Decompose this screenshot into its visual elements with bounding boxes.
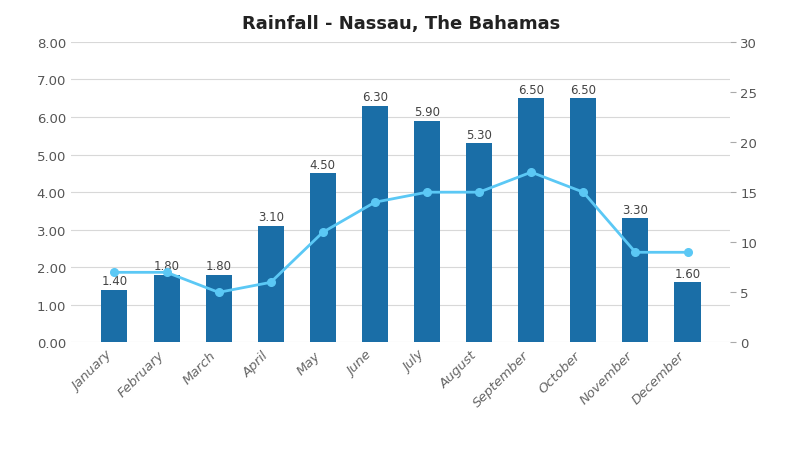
Text: 5.30: 5.30 [466,129,492,141]
Text: 1.80: 1.80 [206,259,232,273]
Text: 6.50: 6.50 [570,83,596,97]
Text: 1.60: 1.60 [674,267,700,280]
Bar [622,219,649,343]
Text: 3.10: 3.10 [258,211,283,224]
Bar [258,227,283,343]
Bar [466,144,492,343]
Bar [414,121,440,343]
Bar [310,174,336,343]
Bar [102,290,128,343]
Text: 1.40: 1.40 [102,275,128,288]
Bar [362,107,388,343]
Title: Rainfall - Nassau, The Bahamas: Rainfall - Nassau, The Bahamas [242,15,560,33]
Text: 3.30: 3.30 [622,203,649,217]
Bar [153,275,179,343]
Text: 6.50: 6.50 [518,83,544,97]
Bar [518,99,544,343]
Text: 4.50: 4.50 [310,159,336,171]
Text: 1.80: 1.80 [153,259,179,273]
Bar [570,99,596,343]
Text: 6.30: 6.30 [362,91,388,104]
Bar [674,283,700,343]
Text: 5.90: 5.90 [414,106,440,119]
Bar [206,275,232,343]
